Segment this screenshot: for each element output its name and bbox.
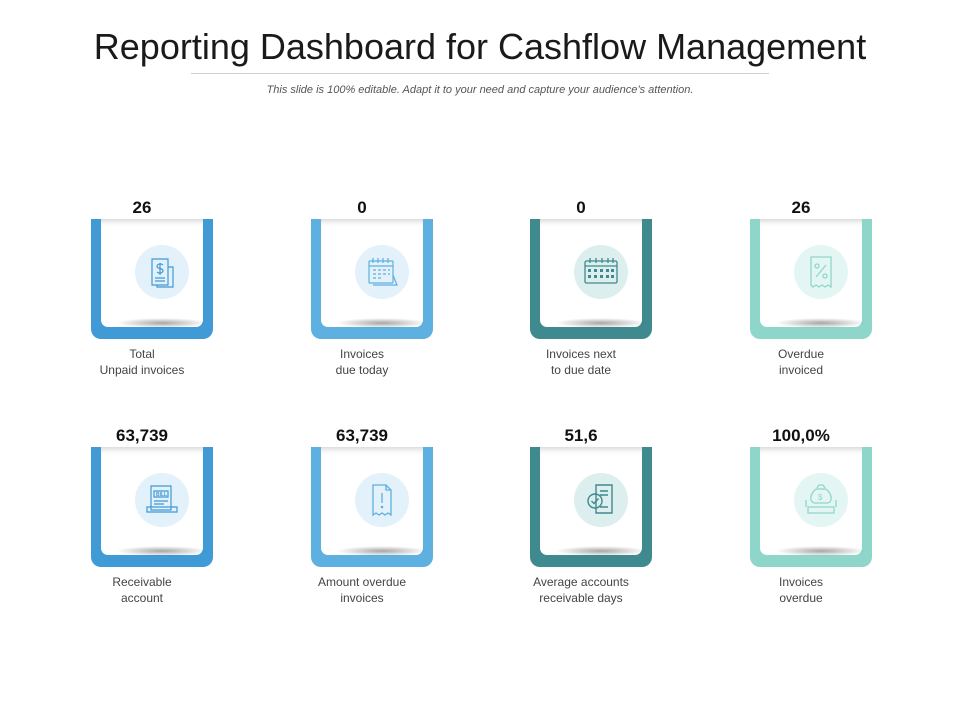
percent-receipt-icon xyxy=(794,245,848,299)
kpi-frame: BILL xyxy=(91,447,213,567)
kpi-card-invoices-overdue: 100,0% $ Invoices overdue xyxy=(721,426,881,626)
title-divider xyxy=(191,73,769,74)
kpi-label: Average accounts receivable days xyxy=(533,575,629,605)
page-title: Reporting Dashboard for Cashflow Managem… xyxy=(93,26,867,67)
checked-document-icon xyxy=(574,473,628,527)
kpi-frame xyxy=(530,219,652,339)
kpi-value: 51,6 xyxy=(564,426,598,445)
kpi-card-amount-overdue: 63,739 Amount overdue invoices xyxy=(282,426,442,626)
kpi-card-due-today: 0 Invoices due today xyxy=(282,198,442,398)
svg-text:BILL: BILL xyxy=(156,492,167,498)
kpi-value: 26 xyxy=(791,198,811,217)
invoice-dollar-icon xyxy=(135,245,189,299)
alert-document-icon xyxy=(355,473,409,527)
kpi-label: Overdue invoiced xyxy=(777,347,825,377)
kpi-value: 0 xyxy=(357,198,367,217)
calendar-grid-icon xyxy=(574,245,628,299)
kpi-value: 0 xyxy=(576,198,586,217)
kpi-label: Receivable account xyxy=(112,575,172,605)
kpi-label: Invoices due today xyxy=(335,347,389,377)
money-bag-icon: $ xyxy=(794,473,848,527)
kpi-card-total-unpaid: 26 Total Unpaid invoices xyxy=(62,198,222,398)
calendar-icon xyxy=(355,245,409,299)
kpi-frame xyxy=(91,219,213,339)
kpi-value: 63,739 xyxy=(336,426,388,445)
kpi-value: 63,739 xyxy=(116,426,168,445)
kpi-card-next-due: 0 Invoices next to due date xyxy=(501,198,661,398)
kpi-value: 26 xyxy=(132,198,152,217)
kpi-frame: $ xyxy=(750,447,872,567)
page-subtitle: This slide is 100% editable. Adapt it to… xyxy=(266,84,694,96)
kpi-label: Invoices overdue xyxy=(778,575,824,605)
kpi-label: Amount overdue invoices xyxy=(317,575,407,605)
kpi-label: Total Unpaid invoices xyxy=(99,347,185,377)
kpi-label: Invoices next to due date xyxy=(545,347,617,377)
kpi-frame xyxy=(311,219,433,339)
kpi-card-receivable-account: 63,739 BILL Receivable account xyxy=(62,426,222,626)
kpi-value: 100,0% xyxy=(772,426,830,445)
svg-text:$: $ xyxy=(818,493,823,502)
kpi-card-overdue-invoiced: 26 Overdue invoiced xyxy=(721,198,881,398)
kpi-frame xyxy=(750,219,872,339)
kpi-frame xyxy=(311,447,433,567)
bill-icon: BILL xyxy=(135,473,189,527)
kpi-frame xyxy=(530,447,652,567)
kpi-card-avg-receivable-days: 51,6 Average accounts receivable days xyxy=(501,426,661,626)
